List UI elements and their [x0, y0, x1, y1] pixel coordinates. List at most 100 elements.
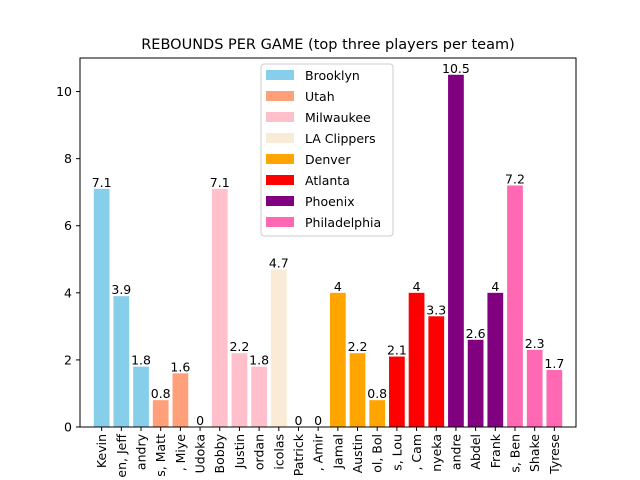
bar-value-label: 10.5	[442, 61, 470, 76]
legend-label: Denver	[305, 152, 351, 167]
bar-value-label: 4	[491, 279, 499, 294]
bar	[428, 316, 445, 427]
x-tick-label: en, Jeff	[114, 434, 129, 478]
y-tick-label: 0	[64, 420, 72, 435]
bar	[93, 188, 110, 427]
bar	[211, 188, 228, 427]
bar-value-label: 1.8	[131, 353, 151, 368]
x-tick-label: s, Matt	[153, 434, 168, 477]
x-tick-label: Udoka	[193, 434, 208, 473]
bar	[448, 74, 464, 427]
x-tick-label: Jamal	[330, 434, 345, 470]
x-tick-label: , Amir	[311, 433, 326, 471]
legend: Brooklyn Utah Milwaukee LA Clippers Denver At…	[260, 63, 394, 237]
bar	[349, 353, 366, 427]
bars-group	[93, 74, 563, 427]
y-tick-label: 4	[64, 285, 72, 300]
legend-label: Atlanta	[305, 173, 350, 188]
legend-swatch	[266, 175, 294, 185]
x-tick-label: s, Ben	[507, 434, 522, 473]
chart-title: REBOUNDS PER GAME (top three players per…	[141, 37, 515, 53]
legend-swatch	[266, 70, 294, 80]
bar-value-label: 0	[294, 413, 302, 428]
legend-label: Brooklyn	[305, 68, 360, 83]
x-tick-label: andry	[134, 433, 149, 470]
bar	[507, 185, 523, 427]
legend-swatch	[266, 154, 294, 164]
bar	[113, 296, 130, 427]
x-tick-label: andre	[448, 434, 463, 470]
legend-swatch	[266, 217, 294, 227]
x-tick-label: nyeka	[429, 434, 444, 472]
legend-label: LA Clippers	[305, 131, 376, 146]
bar-value-label: 0	[196, 413, 204, 428]
legend-swatch	[266, 133, 294, 143]
bar	[133, 366, 149, 427]
bar-value-label: 1.7	[544, 356, 564, 371]
bar-value-label: 2.3	[525, 336, 545, 351]
bar	[152, 400, 169, 427]
legend-label: Philadelphia	[305, 215, 381, 230]
value-labels-group: 7.13.91.80.81.607.12.21.84.70 042.20.82.1…	[92, 61, 565, 428]
x-tick-label: , Miye	[173, 434, 188, 472]
bar-value-label: 0.8	[367, 386, 387, 401]
bar	[487, 292, 504, 427]
x-tick-label: , Cam	[409, 434, 424, 471]
plot-frame	[79, 57, 577, 428]
x-tick-label: Tyrese	[547, 434, 562, 475]
bar	[329, 292, 346, 427]
bar	[172, 373, 189, 427]
bar	[270, 269, 287, 427]
bar-value-label: 7.2	[505, 171, 525, 186]
bar	[467, 339, 484, 427]
bar-value-label: 3.9	[111, 282, 131, 297]
bar	[231, 353, 248, 427]
x-tick-label: ol, Bol	[370, 434, 385, 473]
bar-value-label: 4.7	[269, 255, 289, 270]
x-tick-label: Kevin	[94, 434, 109, 468]
bar	[369, 400, 386, 427]
x-tick-label: Shake	[527, 434, 542, 472]
legend-swatch	[266, 196, 294, 206]
x-tick-label: icolas	[271, 434, 286, 470]
bar	[408, 292, 425, 427]
bar-value-label: 4	[334, 279, 342, 294]
x-tick-label: Justin	[232, 434, 247, 469]
bar-value-label: 1.6	[170, 359, 190, 374]
bar-value-label: 3.3	[426, 302, 446, 317]
legend-swatch	[266, 112, 294, 122]
bar-value-label: 1.8	[249, 353, 269, 368]
legend-label: Utah	[305, 89, 335, 104]
legend-label: Milwaukee	[305, 110, 371, 125]
x-tick-label: ordan	[252, 434, 267, 470]
bar-value-label: 7.1	[210, 175, 230, 190]
y-tick-label: 6	[64, 218, 72, 233]
bar-value-label: 4	[413, 279, 421, 294]
bar-value-label: 2.1	[387, 343, 407, 358]
legend-box	[260, 63, 394, 237]
bar-value-label: 7.1	[92, 175, 112, 190]
legend-swatch	[266, 91, 294, 101]
x-axis-ticks: Kevin en, Jeff andry s, Matt , Miye Udoka Bobb…	[94, 427, 562, 478]
bar-value-label: 2.2	[229, 339, 249, 354]
bar	[251, 366, 267, 427]
bar-value-label: 2.2	[348, 339, 368, 354]
x-tick-label: Bobby	[212, 433, 227, 473]
legend-label: Phoenix	[305, 194, 355, 209]
y-axis-ticks: 0 2 4 6 8 10	[56, 84, 80, 435]
bar-value-label: 0	[314, 413, 322, 428]
x-tick-label: Frank	[488, 433, 503, 468]
bar	[526, 349, 543, 427]
y-tick-label: 10	[56, 84, 72, 99]
y-tick-label: 8	[64, 151, 72, 166]
x-tick-label: Austin	[350, 434, 365, 473]
x-tick-label: s, Lou	[389, 434, 404, 471]
bar	[546, 369, 563, 427]
bar-value-label: 2.6	[466, 326, 486, 341]
bar-value-label: 0.8	[151, 386, 171, 401]
y-tick-label: 2	[64, 352, 72, 367]
x-tick-label: Abdel	[468, 434, 483, 470]
x-tick-label: Patrick	[291, 433, 306, 476]
bar	[389, 356, 405, 427]
